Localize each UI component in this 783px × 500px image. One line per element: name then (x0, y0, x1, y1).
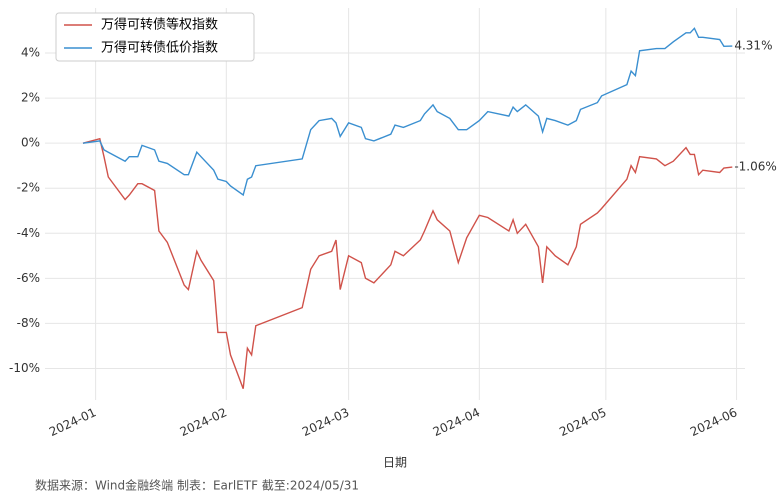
end-label: -1.06% (734, 160, 776, 174)
legend-box (55, 12, 255, 62)
y-tick-label: 2% (21, 91, 40, 105)
x-tick-label: 2024-01 (47, 405, 98, 439)
end-label: 4.31% (734, 39, 772, 53)
x-tick-label: 2024-06 (688, 405, 739, 439)
x-tick-label: 2024-02 (178, 405, 229, 439)
y-tick-label: -8% (17, 316, 40, 330)
legend-label: 万得可转债等权指数 (101, 17, 218, 33)
y-tick-label: 4% (21, 46, 40, 60)
y-tick-label: 0% (21, 136, 40, 150)
x-tick-label: 2024-03 (300, 405, 351, 439)
y-tick-label: -6% (17, 271, 40, 285)
x-tick-label: 2024-05 (557, 405, 608, 439)
x-tick-label: 2024-04 (431, 405, 482, 439)
y-tick-label: -10% (9, 361, 40, 375)
legend-label: 万得可转债低价指数 (101, 40, 218, 56)
series-line (82, 137, 733, 389)
x-axis-label: 日期 (383, 456, 407, 470)
source-note: 数据来源：Wind金融终端 制表：EarlETF 截至:2024/05/31 (35, 478, 359, 493)
series-line (82, 27, 733, 197)
y-tick-label: -2% (17, 181, 40, 195)
y-tick-label: -4% (17, 226, 40, 240)
